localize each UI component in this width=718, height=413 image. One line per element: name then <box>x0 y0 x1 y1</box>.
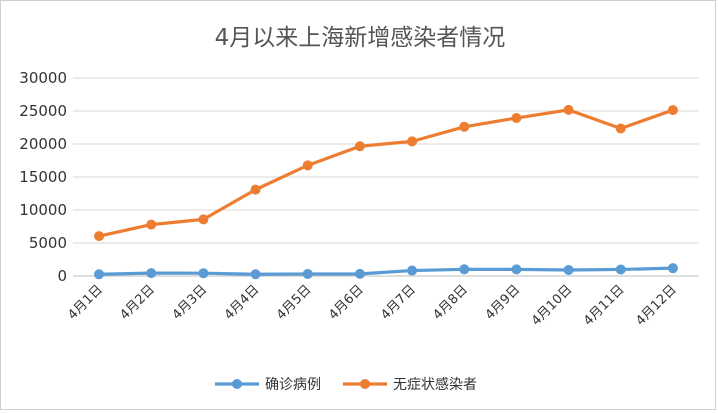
y-tick-label: 0 <box>57 267 67 285</box>
y-tick-label: 20000 <box>19 135 67 153</box>
y-tick-label: 5000 <box>29 234 67 252</box>
y-tick-label: 15000 <box>19 168 67 186</box>
data-point <box>563 104 574 115</box>
series-2 <box>94 104 678 242</box>
y-tick-label: 10000 <box>19 201 67 219</box>
data-point <box>615 123 626 134</box>
legend-item: 确诊病例 <box>215 377 321 393</box>
legend-marker-icon <box>232 379 242 389</box>
legend-label: 确诊病例 <box>265 377 321 393</box>
data-point <box>459 264 470 275</box>
x-tick-label: 4月2日 <box>117 282 158 323</box>
data-point <box>667 263 678 274</box>
data-point <box>354 141 365 152</box>
x-tick-label: 4月12日 <box>633 282 680 329</box>
x-tick-label: 4月3日 <box>170 282 211 323</box>
data-point <box>94 231 105 242</box>
y-tick-label: 25000 <box>19 102 67 120</box>
series-line <box>97 266 675 276</box>
x-tick-label: 4月8日 <box>430 282 471 323</box>
data-point <box>198 268 209 279</box>
series-line <box>97 108 675 238</box>
data-point <box>667 105 678 116</box>
data-point <box>146 268 157 279</box>
data-point <box>250 184 261 195</box>
data-point <box>407 136 418 147</box>
x-tick-label: 4月11日 <box>581 282 628 329</box>
data-point <box>563 264 574 275</box>
x-axis-ticks: 4月1日 4月2日 4月3日 4月4日 4月5日 4月6日 4月7日 4月8日 4月9日 4月10… <box>65 282 680 329</box>
gridlines <box>73 77 699 277</box>
data-point <box>302 160 313 171</box>
legend: 确诊病例 无症状感染者 <box>215 376 477 393</box>
legend-item: 无症状感染者 <box>343 376 477 393</box>
x-tick-label: 4月1日 <box>65 282 106 323</box>
x-tick-label: 4月9日 <box>483 282 524 323</box>
data-point <box>511 113 522 124</box>
data-point <box>94 269 105 280</box>
data-point <box>615 264 626 275</box>
series-1 <box>94 263 678 280</box>
x-tick-label: 4月10日 <box>529 282 576 329</box>
data-point <box>511 264 522 275</box>
series-lines <box>94 104 678 280</box>
x-tick-label: 4月4日 <box>222 282 263 323</box>
x-tick-label: 4月7日 <box>378 282 419 323</box>
chart-title: 4月以来上海新增感染者情况 <box>215 25 506 51</box>
legend-marker-icon <box>360 379 370 389</box>
data-point <box>407 265 418 276</box>
data-point <box>146 219 157 230</box>
data-point <box>198 214 209 225</box>
y-axis-ticks: 0 5000 10000 15000 20000 25000 30000 <box>19 69 67 285</box>
x-tick-label: 4月6日 <box>326 282 367 323</box>
legend-label: 无症状感染者 <box>393 376 477 393</box>
data-point <box>250 269 261 280</box>
y-tick-label: 30000 <box>19 69 67 87</box>
x-tick-label: 4月5日 <box>274 282 315 323</box>
data-point <box>354 268 365 279</box>
data-point <box>302 268 313 279</box>
data-point <box>459 121 470 132</box>
